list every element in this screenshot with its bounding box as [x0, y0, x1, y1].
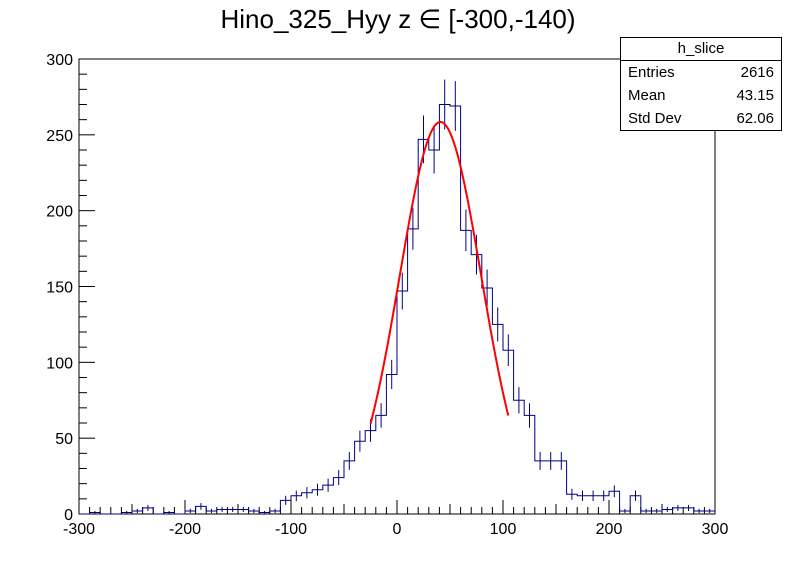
x-tick-label: -300: [63, 521, 95, 538]
x-tick-label: -100: [275, 521, 307, 538]
x-tick-label: 100: [490, 521, 517, 538]
x-tick-label: -200: [169, 521, 201, 538]
stats-label: Entries: [628, 64, 675, 81]
y-tick-label: 200: [46, 204, 73, 221]
x-axis: -300 -200 -100 0 100 200 300: [63, 500, 728, 538]
stats-label: Mean: [628, 87, 666, 104]
y-tick-label: 100: [46, 355, 73, 372]
error-bars: [94, 79, 711, 514]
y-tick-label: 300: [46, 52, 73, 69]
x-tick-label: 200: [596, 521, 623, 538]
y-tick-label: 0: [64, 507, 73, 524]
x-tick-label: 0: [393, 521, 402, 538]
stats-box: h_slice Entries 2616 Mean 43.15 Std Dev …: [620, 37, 782, 131]
y-tick-label: 250: [46, 128, 73, 145]
stats-row-entries: Entries 2616: [621, 61, 781, 84]
stats-row-stddev: Std Dev 62.06: [621, 107, 781, 130]
chart-title: Hino_325_Hyy z ∈ [-300,-140): [220, 4, 576, 34]
stats-value: 62.06: [736, 110, 774, 127]
stats-row-mean: Mean 43.15: [621, 84, 781, 107]
histogram-outline: [79, 104, 716, 515]
x-tick-label: 300: [702, 521, 729, 538]
y-tick-label: 50: [55, 431, 73, 448]
y-tick-label: 150: [46, 280, 73, 297]
stats-box-title: h_slice: [621, 38, 781, 61]
stats-value: 2616: [740, 64, 774, 81]
gaussian-fit-curve: [369, 120, 510, 425]
y-axis: 0 50 100 150 200 250 300: [46, 52, 95, 524]
stats-value: 43.15: [736, 87, 774, 104]
stats-label: Std Dev: [628, 110, 682, 127]
